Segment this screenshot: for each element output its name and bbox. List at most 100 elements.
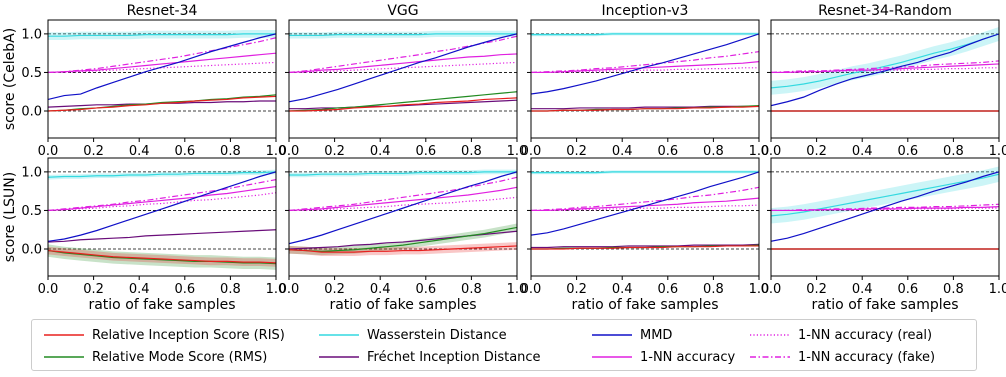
legend-label-wd: Wasserstein Distance [367,327,507,343]
panel-title: Resnet-34-Random [818,3,952,19]
legend-item-ris: Relative Inception Score (RIS) [44,324,285,346]
panel-frame [530,19,760,139]
series-nn [771,63,999,74]
legend-swatch-mmd [592,334,632,336]
legend-label-nn: 1-NN accuracy [640,349,736,365]
series-mmd [771,171,999,242]
series-mmd [531,171,759,236]
panel-frame [47,157,277,277]
series-nn [48,52,276,74]
x-axis-label: ratio of fake samples [329,297,476,312]
series-rms [289,226,517,252]
series-wd [771,33,999,89]
x-tick-label: 0.6 [415,282,436,297]
series-nnr [531,67,759,74]
panel-r0-c0: 0.0 0.2 0.4 0.6 0.8 1.0 0.0 0.5 1.0 Resnet-34 scor… [2,3,286,159]
panel-frame [530,157,760,277]
series-fid [48,229,276,243]
x-tick-label: 0.6 [657,282,678,297]
x-tick-label: 1.0 [507,144,528,159]
x-tick-label: 0.0 [279,144,300,159]
series-wd [48,33,276,37]
series-nnf [289,176,517,212]
panel-r1-c0: 0.0 0.2 0.4 0.6 0.8 1.0 0.0 0.5 1.0 ratio of fake… [2,157,287,312]
series-mmd [771,33,999,107]
x-tick-label: 0.6 [897,282,918,297]
series-wd [531,33,759,36]
legend: Relative Inception Score (RIS) Relative … [31,319,977,371]
band-wd [771,166,999,224]
legend-swatch-wd [319,334,359,336]
series-nnf [531,186,759,212]
legend-item-fid: Fréchet Inception Distance [319,346,541,368]
x-tick-label: 0.0 [279,282,300,297]
x-tick-label: 0.2 [566,282,587,297]
panel-plot-area [289,30,517,112]
x-tick-label: 0.0 [38,144,59,159]
series-ris [289,245,517,253]
x-tick-label: 0.4 [370,144,391,159]
panel-title: Inception-v3 [602,3,689,19]
x-tick-label: 0.2 [324,144,345,159]
series-fid [531,243,759,249]
y-tick-label: 0.5 [21,204,42,219]
legend-label-fid: Fréchet Inception Distance [367,349,541,365]
y-tick-label: 1.0 [21,165,42,180]
legend-label-nn-real: 1-NN accuracy (real) [798,327,933,343]
x-tick-label: 0.2 [806,144,827,159]
x-tick-label: 1.0 [266,282,287,297]
legend-item-rms: Relative Mode Score (RMS) [44,346,267,368]
series-nnr [48,192,276,212]
panel-r0-c3: 0.0 0.2 0.4 0.6 0.8 1.0 Resnet-34-Random [761,3,1006,159]
x-tick-label: 0.4 [370,282,391,297]
legend-label-mmd: MMD [640,327,673,343]
series-nnf [48,37,276,74]
x-tick-label: 0.6 [897,144,918,159]
panel-frame [770,157,1000,277]
x-tick-label: 0.0 [761,282,782,297]
x-tick-label: 0.0 [38,282,59,297]
x-tick-label: 0.0 [761,144,782,159]
panel-r1-c3: 0.0 0.2 0.4 0.6 0.8 1.0 ratio of fake samples [761,157,1006,312]
series-wd [289,33,517,37]
x-axis-label: ratio of fake samples [571,297,718,312]
panel-plot-area [531,170,759,250]
panel-frame [770,19,1000,139]
series-nnf [531,51,759,74]
x-tick-label: 1.0 [266,144,287,159]
y-tick-label: 0.0 [21,243,42,258]
series-nn [531,61,759,74]
legend-swatch-nn-real [750,334,790,336]
legend-label-nn-fake: 1-NN accuracy (fake) [798,349,936,365]
panel-r1-c2: 0.0 0.2 0.4 0.6 0.8 1.0 ratio of fake samples [521,157,769,312]
legend-swatch-ris [44,334,84,336]
series-rms [289,91,517,112]
x-tick-label: 0.6 [415,144,436,159]
series-fid [48,100,276,108]
series-fid [289,99,517,110]
panel-frame [47,19,277,139]
y-axis-label: score (LSUN) [2,172,18,262]
series-mmd [48,171,276,242]
series-ris [48,95,276,112]
metrics-figure: 0.0 0.2 0.4 0.6 0.8 1.00.00.51.0Resnet-34scor… [2,3,1006,312]
legend-item-mmd: MMD [592,324,672,346]
y-axis-label: score (CelebA) [2,28,18,130]
x-tick-label: 0.8 [220,144,241,159]
panel-plot-area [48,30,276,112]
series-nnf [771,60,999,74]
panel-title: Resnet-34 [127,3,198,19]
x-axis-label: ratio of fake samples [88,297,235,312]
series-wd [531,171,759,174]
series-rms [48,249,276,265]
x-tick-label: 0.6 [657,144,678,159]
panel-plot-area [531,32,759,112]
legend-swatch-fid [319,356,359,358]
x-tick-label: 1.0 [507,282,528,297]
x-tick-label: 0.6 [174,144,195,159]
series-fid [531,105,759,110]
x-tick-label: 0.8 [461,144,482,159]
x-tick-label: 0.8 [703,282,724,297]
x-axis-label: ratio of fake samples [811,297,958,312]
x-tick-label: 0.4 [129,144,150,159]
